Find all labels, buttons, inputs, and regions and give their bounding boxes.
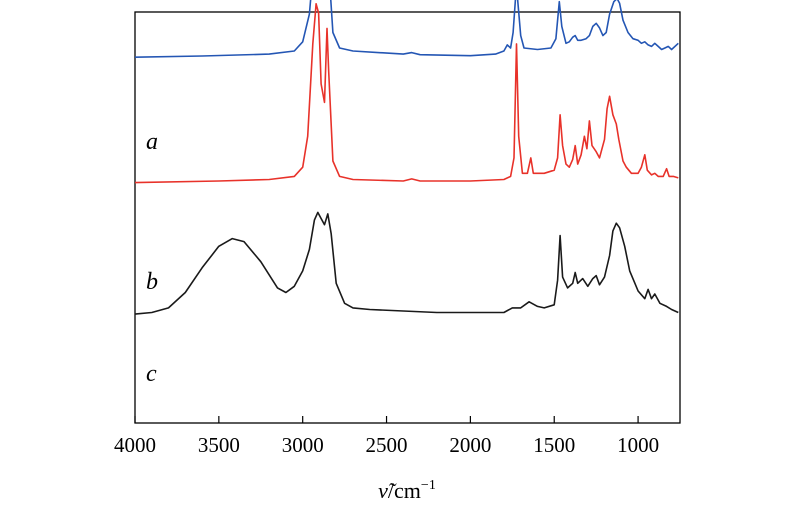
x-axis-ticks: 4000 3500 3000 2500 2000 1500 1000 xyxy=(114,416,659,457)
series-c-line xyxy=(134,0,679,58)
x-tick-label-2500: 2500 xyxy=(366,433,408,457)
series-b-line xyxy=(134,3,679,184)
series-layer xyxy=(134,0,679,315)
series-a-label: a xyxy=(146,129,158,155)
x-tick-label-2000: 2000 xyxy=(449,433,491,457)
plot-frame xyxy=(134,11,681,424)
series-a-line xyxy=(134,211,679,315)
x-tick-label-3000: 3000 xyxy=(282,433,324,457)
x-axis-label-unit: /cm xyxy=(388,478,421,503)
series-c-label: c xyxy=(146,361,157,387)
x-tick-label-1500: 1500 xyxy=(533,433,575,457)
series-b-label: b xyxy=(146,269,158,295)
x-axis-label-exponent: −1 xyxy=(421,478,436,493)
x-tick-label-1000: 1000 xyxy=(617,433,659,457)
x-axis-label: ν̃/cm−1 xyxy=(378,478,436,503)
x-tick-label-4000: 4000 xyxy=(114,433,156,457)
x-tick-label-3500: 3500 xyxy=(198,433,240,457)
